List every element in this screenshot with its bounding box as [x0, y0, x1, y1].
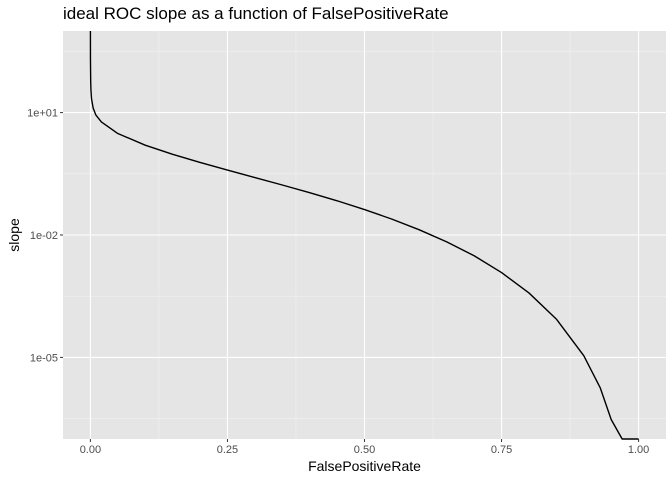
y-axis-title: slope [6, 218, 22, 252]
x-tick-label: 0.25 [217, 444, 238, 456]
x-tick-label: 1.00 [628, 444, 649, 456]
x-axis: 0.00 0.25 0.50 0.75 1.00 [80, 439, 649, 456]
series-layer [89, 30, 640, 440]
x-axis-title: FalsePositiveRate [308, 458, 421, 474]
y-tick-label: 1e-02 [30, 230, 58, 242]
chart-title: ideal ROC slope as a function of FalsePo… [63, 4, 449, 23]
x-tick-label: 0.00 [80, 444, 101, 456]
slope-line [89, 30, 640, 440]
y-tick-label: 1e+01 [27, 108, 58, 120]
major-gridlines [63, 31, 666, 439]
y-tick-label: 1e-05 [30, 352, 58, 364]
y-axis: 1e+01 1e-02 1e-05 [27, 108, 63, 364]
x-tick-label: 0.75 [491, 444, 512, 456]
x-tick-label: 0.50 [354, 444, 375, 456]
